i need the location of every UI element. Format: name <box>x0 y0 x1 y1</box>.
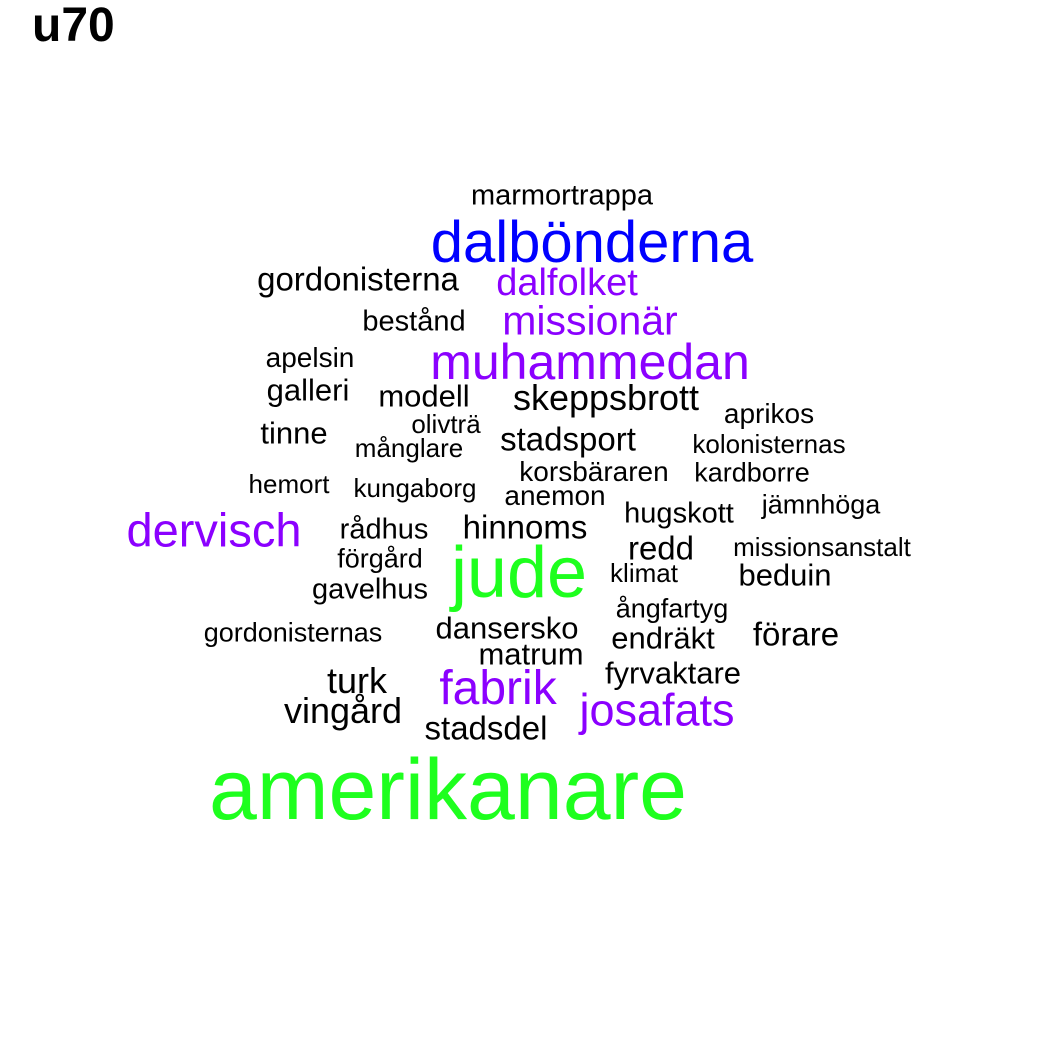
word-beduin: beduin <box>738 557 832 593</box>
word-gordonisterna: gordonisterna <box>257 260 459 298</box>
word-angfartyg: ångfartyg <box>615 593 729 624</box>
word-forgard: förgård <box>337 543 423 574</box>
chart-title: u70 <box>32 0 115 52</box>
word-stadsdel: stadsdel <box>424 709 548 747</box>
word-bestand: bestånd <box>362 305 466 338</box>
word-dalbonderna: dalbönderna <box>430 210 754 275</box>
word-muhammedan: muhammedan <box>430 334 750 390</box>
word-gordonisternas: gordonisternas <box>203 617 383 648</box>
word-missionar: missionär <box>502 297 678 344</box>
word-endrakt: endräkt <box>611 620 715 656</box>
word-missionsanstalt: missionsanstalt <box>733 532 911 562</box>
word-kardborre: kardborre <box>694 457 810 488</box>
word-galleri: galleri <box>266 372 350 408</box>
word-olivtra: olivträ <box>411 409 481 439</box>
word-fabrik: fabrik <box>439 662 557 715</box>
word-fyrvaktare: fyrvaktare <box>604 655 742 691</box>
word-forare: förare <box>752 615 840 653</box>
word-kungaborg: kungaborg <box>353 473 477 503</box>
word-modell: modell <box>378 378 470 414</box>
word-josafats: josafats <box>579 684 735 736</box>
word-skeppsbrott: skeppsbrott <box>512 377 700 418</box>
word-hugskott: hugskott <box>624 497 734 530</box>
word-turk: turk <box>326 660 388 701</box>
word-dervisch: dervisch <box>126 503 302 557</box>
word-kolonisternas: kolonisternas <box>692 429 846 459</box>
word-manglare: månglare <box>354 433 464 463</box>
word-amerikanare: amerikanare <box>209 742 687 838</box>
word-matrum: matrum <box>478 636 584 672</box>
word-klimat: klimat <box>610 558 678 588</box>
word-apelsin: apelsin <box>265 342 355 373</box>
word-marmortrappa: marmortrappa <box>470 179 654 212</box>
word-dalfolket: dalfolket <box>496 262 638 304</box>
word-redd: redd <box>627 529 695 567</box>
word-korsbararen: korsbäraren <box>519 456 669 487</box>
word-jude: jude <box>450 533 588 613</box>
word-vingard: vingård <box>283 690 403 731</box>
word-jamnhoga: jämnhöga <box>761 489 881 520</box>
word-radhus: rådhus <box>339 513 429 546</box>
word-anemon: anemon <box>504 480 606 511</box>
word-stadsport: stadsport <box>500 420 636 458</box>
word-dansersko: dansersko <box>435 610 579 646</box>
word-hinnoms: hinnoms <box>462 508 588 546</box>
word-gavelhus: gavelhus <box>311 573 429 606</box>
word-tinne: tinne <box>260 415 328 451</box>
word-aprikos: aprikos <box>723 398 815 429</box>
word-hemort: hemort <box>248 469 330 499</box>
